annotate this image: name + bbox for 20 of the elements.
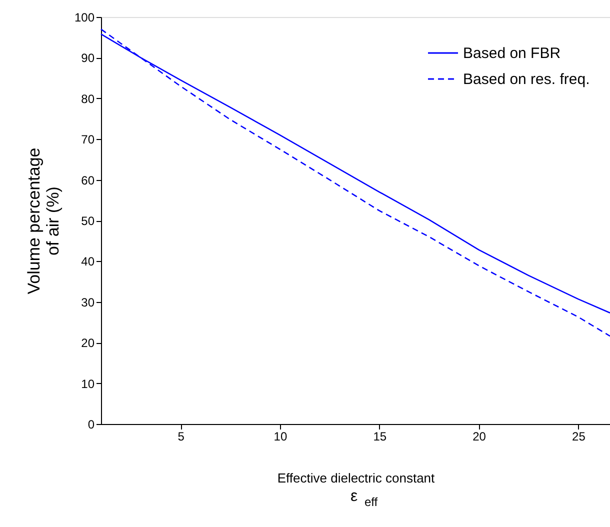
y-tick-label: 50 bbox=[81, 214, 95, 228]
y-tick-label: 20 bbox=[81, 336, 95, 350]
y-tick-label: 80 bbox=[81, 92, 95, 106]
x-tick-label: 20 bbox=[472, 430, 486, 444]
x-tick-label: 5 bbox=[178, 430, 185, 444]
legend-label: Based on FBR bbox=[463, 45, 561, 62]
y-tick-label: 40 bbox=[81, 254, 95, 269]
x-tick-label: 25 bbox=[572, 430, 586, 444]
x-tick-label: 15 bbox=[373, 430, 387, 444]
y-axis-title: Volume percentage of air (%) bbox=[24, 148, 62, 294]
y-tick-label: 70 bbox=[81, 132, 95, 147]
x-tick-label: 10 bbox=[274, 430, 288, 444]
legend-label: Based on res. freq. bbox=[463, 71, 590, 88]
y-tick-label: 0 bbox=[88, 418, 95, 432]
y-tick-label: 10 bbox=[81, 376, 95, 391]
y-tick-label: 60 bbox=[81, 173, 95, 188]
x-axis-title: Effective dielectric constant bbox=[277, 470, 436, 486]
y-tick-label: 90 bbox=[81, 51, 95, 66]
y-tick-label: 30 bbox=[81, 295, 95, 310]
y-tick-label: 100 bbox=[74, 10, 95, 24]
